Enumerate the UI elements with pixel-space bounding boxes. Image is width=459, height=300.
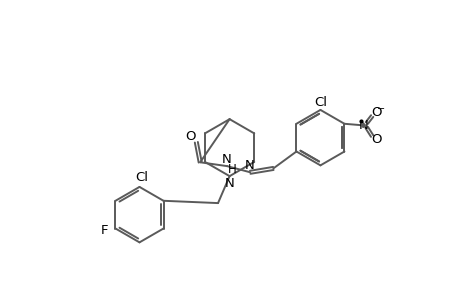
Text: O: O <box>185 130 195 143</box>
Text: O: O <box>370 133 381 146</box>
Text: N: N <box>224 177 234 190</box>
Text: −: − <box>376 104 385 114</box>
Text: N: N <box>244 159 254 172</box>
Text: Cl: Cl <box>135 171 148 184</box>
Text: F: F <box>101 224 108 237</box>
Text: N: N <box>358 119 368 132</box>
Text: N: N <box>221 153 231 166</box>
Text: Cl: Cl <box>313 97 326 110</box>
Text: H: H <box>228 164 236 176</box>
Text: O: O <box>370 106 381 119</box>
